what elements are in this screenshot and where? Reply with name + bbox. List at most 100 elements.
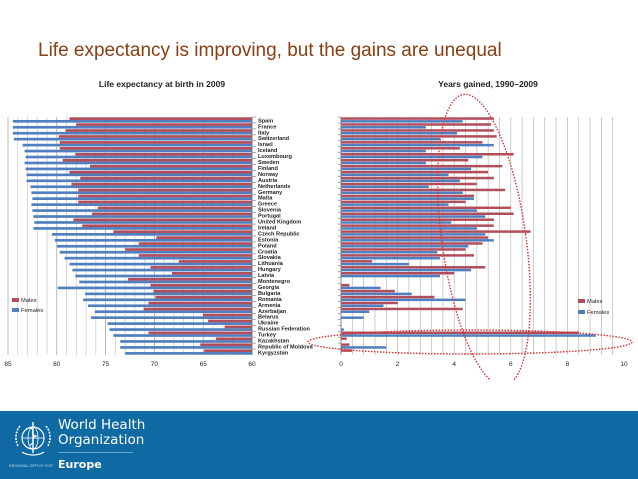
left-bar-females — [12, 131, 252, 135]
right-x-tick-label: 10 — [620, 361, 628, 368]
right-bar-males — [341, 242, 483, 245]
category-label: Bulgaria — [258, 291, 281, 297]
who-logo-divider — [58, 452, 133, 453]
right-bar-males — [341, 295, 435, 299]
who-org-line2: Organization — [58, 432, 145, 448]
left-bar-females — [109, 328, 252, 331]
left-bar-females — [120, 346, 253, 349]
category-label: Kazakhstan — [258, 339, 290, 345]
right-bar-males — [341, 117, 494, 120]
category-label: Slovenia — [258, 208, 282, 214]
left-x-tick-label: 65 — [200, 361, 208, 368]
left-bar-females — [32, 209, 253, 212]
category-label: France — [258, 124, 276, 130]
right-bar-females — [341, 120, 463, 123]
right-bar-males — [341, 337, 347, 340]
category-label: Belarus — [258, 315, 279, 321]
right-bar-males — [341, 230, 531, 233]
left-bar-females — [59, 250, 253, 254]
right-bar-males — [341, 254, 475, 257]
right-bar-males — [341, 158, 469, 162]
left-legend-males-label: Males — [21, 298, 37, 304]
right-bar-males — [341, 200, 466, 204]
left-bar-females — [32, 197, 253, 201]
left-x-tick-label: 70 — [151, 361, 159, 368]
category-label: Netherlands — [258, 184, 290, 190]
right-x-tick-label: 2 — [396, 361, 400, 368]
right-bar-males — [341, 301, 398, 305]
left-bar-females — [75, 274, 253, 278]
left-bar-females — [26, 179, 252, 183]
left-bar-females — [33, 227, 252, 230]
category-label: Sweden — [258, 160, 280, 166]
right-bar-males — [341, 129, 494, 132]
right-bar-females — [341, 149, 426, 153]
right-chart: 0 2 4 6 8 10 Males Females — [338, 116, 628, 368]
right-legend-males-label: Males — [587, 299, 603, 305]
left-bar-females — [24, 149, 253, 153]
left-legend-females-swatch — [12, 308, 19, 312]
left-bar-females — [54, 238, 253, 242]
left-bar-males — [215, 337, 252, 341]
right-bar-females — [341, 292, 412, 296]
left-bar-males — [143, 307, 252, 311]
footer-bar — [0, 411, 638, 479]
left-bar-females — [57, 286, 252, 290]
left-bar-males — [208, 319, 252, 323]
category-label: Germany — [258, 190, 283, 196]
right-bar-females — [341, 131, 458, 135]
left-x-tick-label: 85 — [4, 361, 12, 368]
right-bar-males — [341, 194, 475, 198]
right-bar-males — [341, 212, 514, 215]
left-bar-males — [69, 117, 252, 120]
left-chart: SpainFranceItalySwitzerlandIsraelIceland… — [4, 116, 314, 368]
footer-divider — [0, 409, 638, 411]
category-label: Ukraine — [258, 321, 279, 327]
category-label: Kyrgyzstan — [258, 350, 289, 356]
left-bar-females — [85, 292, 252, 296]
right-bar-females — [341, 233, 486, 236]
right-bar-females — [341, 137, 441, 141]
category-label: Romania — [258, 297, 283, 303]
left-bar-males — [200, 343, 252, 347]
right-bar-males — [341, 283, 350, 287]
right-bar-females — [341, 203, 449, 206]
left-bar-males — [155, 295, 252, 299]
right-bar-females — [341, 310, 370, 313]
left-bar-females — [72, 268, 252, 272]
right-bar-females — [341, 316, 364, 319]
left-bar-males — [125, 248, 252, 251]
right-bar-females — [341, 167, 472, 171]
left-bar-females — [94, 310, 252, 314]
left-bar-males — [178, 260, 252, 263]
right-bar-females — [341, 334, 596, 337]
left-bar-females — [79, 280, 252, 284]
right-bar-males — [341, 182, 477, 186]
left-bar-females — [25, 167, 253, 171]
right-bar-females — [341, 173, 449, 177]
who-org-name: World Health Organization — [58, 418, 145, 448]
left-bar-males — [148, 331, 252, 335]
category-label: Russian Federation — [258, 327, 310, 333]
right-x-tick-label: 0 — [339, 361, 343, 368]
right-bar-females — [341, 227, 477, 230]
left-legend-females-label: Females — [21, 308, 43, 314]
left-bar-males — [224, 325, 252, 329]
right-bar-males — [341, 260, 373, 263]
left-bar-females — [51, 233, 252, 236]
right-bar-females — [341, 191, 463, 194]
category-label: Luxembourg — [258, 154, 292, 160]
left-bar-males — [62, 158, 252, 162]
left-bar-males — [75, 152, 253, 156]
right-bar-females — [341, 274, 441, 278]
right-bar-females — [341, 143, 494, 147]
category-label: Poland — [258, 243, 277, 249]
right-legend-males-swatch — [578, 299, 585, 303]
category-label: Slovakia — [258, 255, 282, 261]
who-org-line1: World Health — [58, 417, 146, 433]
category-label: Hungary — [258, 267, 282, 273]
category-label: Croatia — [258, 249, 278, 255]
right-bar-females — [341, 209, 477, 212]
left-bar-males — [203, 313, 252, 317]
right-bar-males — [341, 271, 455, 275]
